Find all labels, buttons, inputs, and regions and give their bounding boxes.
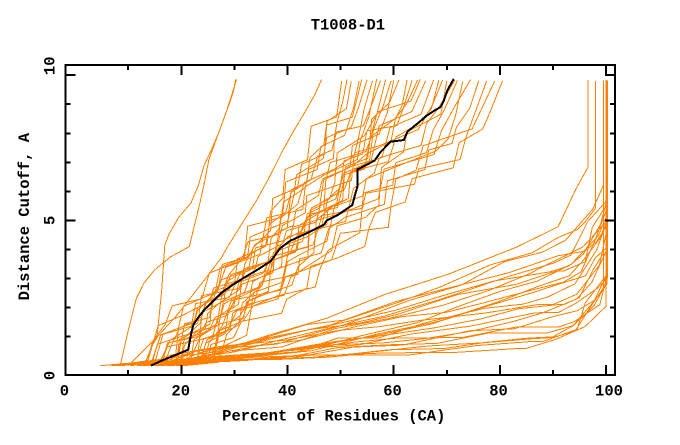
svg-text:40: 40 bbox=[278, 382, 297, 400]
svg-text:5: 5 bbox=[42, 216, 60, 225]
svg-text:10: 10 bbox=[42, 56, 60, 75]
svg-text:100: 100 bbox=[595, 382, 623, 400]
svg-text:Percent of Residues (CA): Percent of Residues (CA) bbox=[222, 407, 445, 425]
svg-text:80: 80 bbox=[489, 382, 508, 400]
svg-text:0: 0 bbox=[42, 371, 60, 380]
svg-text:60: 60 bbox=[383, 382, 402, 400]
svg-text:20: 20 bbox=[171, 382, 190, 400]
svg-text:0: 0 bbox=[60, 382, 69, 400]
svg-text:T1008-D1: T1008-D1 bbox=[311, 16, 385, 34]
svg-text:Distance Cutoff, A: Distance Cutoff, A bbox=[16, 132, 34, 300]
